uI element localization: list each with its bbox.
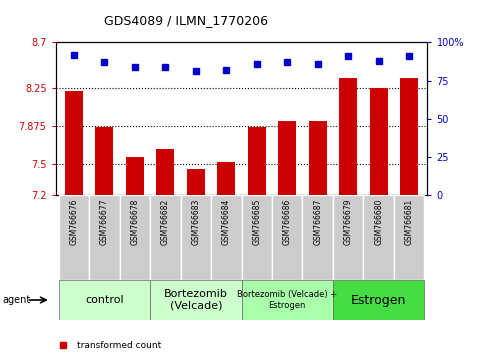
Bar xyxy=(242,195,272,280)
Text: GSM766684: GSM766684 xyxy=(222,199,231,245)
Bar xyxy=(339,78,357,195)
Bar xyxy=(89,195,120,280)
Text: Bortezomib
(Velcade): Bortezomib (Velcade) xyxy=(164,289,227,311)
Bar xyxy=(95,127,114,195)
Text: GSM766679: GSM766679 xyxy=(344,199,353,245)
Bar xyxy=(363,195,394,280)
Text: GSM766683: GSM766683 xyxy=(191,199,200,245)
Text: GSM766686: GSM766686 xyxy=(283,199,292,245)
Text: GDS4089 / ILMN_1770206: GDS4089 / ILMN_1770206 xyxy=(104,13,268,27)
Bar xyxy=(120,195,150,280)
Bar xyxy=(186,169,205,195)
Bar xyxy=(278,121,297,195)
Text: GSM766681: GSM766681 xyxy=(405,199,413,245)
Bar xyxy=(217,162,235,195)
Text: GSM766680: GSM766680 xyxy=(374,199,383,245)
Text: GSM766676: GSM766676 xyxy=(70,199,78,245)
Text: Estrogen: Estrogen xyxy=(351,293,406,307)
Bar xyxy=(400,78,418,195)
Bar xyxy=(150,195,181,280)
Text: agent: agent xyxy=(2,295,30,305)
Bar xyxy=(150,280,242,320)
Bar xyxy=(181,195,211,280)
Bar xyxy=(333,280,425,320)
Bar xyxy=(248,127,266,195)
Text: transformed count: transformed count xyxy=(77,341,161,350)
Bar xyxy=(394,195,425,280)
Bar xyxy=(242,280,333,320)
Text: control: control xyxy=(85,295,124,305)
Bar xyxy=(369,88,388,195)
Text: GSM766678: GSM766678 xyxy=(130,199,139,245)
Bar xyxy=(65,91,83,195)
Text: Bortezomib (Velcade) +
Estrogen: Bortezomib (Velcade) + Estrogen xyxy=(237,290,337,310)
Text: GSM766677: GSM766677 xyxy=(100,199,109,245)
Bar xyxy=(309,121,327,195)
Text: GSM766682: GSM766682 xyxy=(161,199,170,245)
Bar xyxy=(156,149,174,195)
Bar xyxy=(272,195,302,280)
Bar xyxy=(126,157,144,195)
Text: GSM766687: GSM766687 xyxy=(313,199,322,245)
Text: GSM766685: GSM766685 xyxy=(252,199,261,245)
Bar xyxy=(58,280,150,320)
Bar xyxy=(333,195,363,280)
Bar xyxy=(211,195,242,280)
Bar xyxy=(302,195,333,280)
Bar xyxy=(58,195,89,280)
